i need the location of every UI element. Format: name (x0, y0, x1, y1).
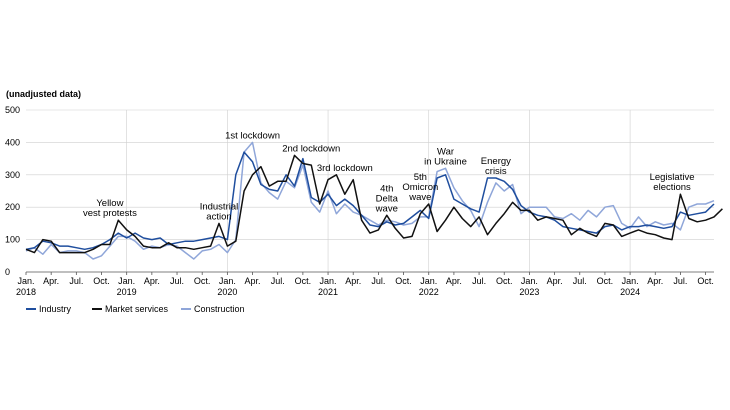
annotation: Legislative elections (650, 172, 695, 193)
annotation: War in Ukraine (424, 146, 467, 167)
annotation-line: in Ukraine (424, 156, 467, 167)
annotation-line: Yellow (96, 198, 123, 209)
x-tick-label: Jul. (573, 276, 587, 286)
legend-label: Industry (39, 304, 72, 314)
x-tick-label: Oct. (194, 276, 211, 286)
annotation-line: Delta (376, 193, 399, 204)
series-line-construction (25, 141, 715, 260)
x-tick-label: Jul. (472, 276, 486, 286)
x-tick-label: Jan. (219, 276, 236, 286)
annotation: Yellow vest protests (83, 198, 137, 219)
x-tick-label: Oct. (597, 276, 614, 286)
annotation-line: 2nd lockdown (282, 143, 340, 154)
annotation-line: 3rd lockdown (317, 163, 373, 174)
x-tick-label: Apr. (446, 276, 462, 286)
y-tick-label: 300 (5, 170, 20, 180)
x-tick-label: Oct. (697, 276, 714, 286)
annotations: Yellow vest protests Industrial action 1st l… (83, 130, 695, 222)
x-tick-label: Oct. (295, 276, 312, 286)
x-tick-label: Apr. (345, 276, 361, 286)
y-axis: 0 100 200 300 400 500 (5, 105, 20, 277)
plot-area (25, 141, 723, 260)
y-tick-label: 100 (5, 235, 20, 245)
annotation-line: wave (375, 203, 398, 214)
legend-label: Market services (105, 304, 169, 314)
x-tick-label: Jan. (622, 276, 639, 286)
annotation-line: War (437, 146, 454, 157)
annotation-line: crisis (485, 166, 507, 177)
annotation-line: 1st lockdown (225, 130, 280, 141)
annotation-line: action (206, 211, 231, 222)
y-tick-label: 400 (5, 137, 20, 147)
x-tick-year: 2021 (318, 287, 338, 297)
x-tick-label: Jan. (17, 276, 34, 286)
y-tick-label: 0 (5, 267, 10, 277)
y-tick-label: 500 (5, 105, 20, 115)
x-tick-year: 2022 (419, 287, 439, 297)
x-tick-label: Oct. (93, 276, 110, 286)
x-tick-label: Jan. (320, 276, 337, 286)
annotation: 3rd lockdown (317, 163, 373, 174)
annotation: 1st lockdown (225, 130, 280, 141)
x-tick-year: 2023 (519, 287, 539, 297)
annotation: 4th Delta wave (375, 183, 399, 214)
x-tick-year: 2020 (217, 287, 237, 297)
legend-label: Construction (194, 304, 245, 314)
x-tick-label: Apr. (245, 276, 261, 286)
annotation-line: wave (408, 192, 431, 203)
x-tick-label: Jul. (170, 276, 184, 286)
annotation: 2nd lockdown (282, 143, 340, 154)
x-tick-label: Jan. (420, 276, 437, 286)
annotation: 5th Omicron wave (402, 172, 438, 203)
x-tick-year: 2018 (16, 287, 36, 297)
annotation-line: Energy (481, 156, 511, 167)
y-tick-label: 200 (5, 202, 20, 212)
legend: Industry Market services Construction (26, 304, 245, 314)
x-tick-label: Oct. (496, 276, 513, 286)
x-tick-label: Jul. (673, 276, 687, 286)
annotation-line: Legislative (650, 172, 695, 183)
annotation-line: 5th (414, 172, 427, 183)
x-tick-label: Apr. (647, 276, 663, 286)
x-tick-label: Jul. (371, 276, 385, 286)
annotation-line: vest protests (83, 208, 137, 219)
annotation-line: Industrial (200, 201, 239, 212)
x-tick-label: Oct. (395, 276, 412, 286)
x-tick-label: Jul. (271, 276, 285, 286)
annotation: Industrial action (200, 201, 239, 222)
x-tick-label: Apr. (43, 276, 59, 286)
annotation: Energy crisis (481, 156, 511, 177)
annotation-line: Omicron (402, 182, 438, 193)
gridlines (26, 109, 714, 272)
x-tick-label: Jan. (118, 276, 135, 286)
x-tick-label: Jan. (521, 276, 538, 286)
x-tick-label: Apr. (547, 276, 563, 286)
x-tick-year: 2019 (117, 287, 137, 297)
x-tick-label: Jul. (69, 276, 83, 286)
x-tick-label: Apr. (144, 276, 160, 286)
series-line-market-services (25, 154, 723, 254)
annotation-line: 4th (380, 183, 393, 194)
annotation-line: elections (653, 182, 691, 193)
unit-label: (unadjusted data) (6, 89, 81, 99)
x-tick-year: 2024 (620, 287, 640, 297)
